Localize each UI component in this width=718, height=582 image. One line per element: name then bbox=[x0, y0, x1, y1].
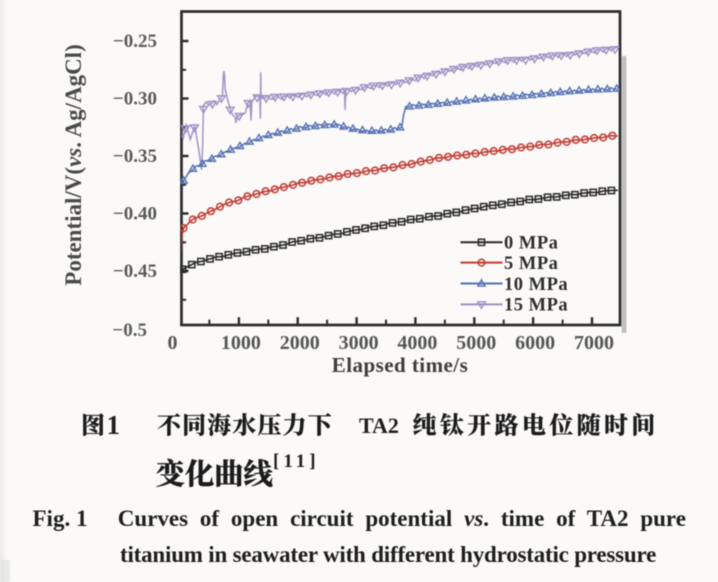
svg-text:1000: 1000 bbox=[221, 332, 261, 354]
svg-text:4000: 4000 bbox=[397, 332, 437, 354]
svg-text:1: 1 bbox=[107, 410, 121, 440]
svg-text:−0.25: −0.25 bbox=[113, 31, 157, 52]
svg-text:10 MPa: 10 MPa bbox=[504, 275, 568, 295]
svg-text:[11]: [11] bbox=[273, 451, 320, 472]
svg-text:15 MPa: 15 MPa bbox=[504, 296, 568, 316]
svg-text:−0.35: −0.35 bbox=[113, 146, 157, 167]
svg-text:5000: 5000 bbox=[456, 332, 496, 354]
svg-text:5 MPa: 5 MPa bbox=[504, 254, 558, 274]
svg-text:2000: 2000 bbox=[280, 332, 320, 354]
svg-text:−0.30: −0.30 bbox=[113, 89, 157, 110]
svg-text:titanium in seawater with diff: titanium in seawater with different hydr… bbox=[120, 542, 656, 567]
svg-text:−0.45: −0.45 bbox=[113, 261, 157, 282]
svg-text:6000: 6000 bbox=[515, 332, 555, 354]
svg-text:3000: 3000 bbox=[339, 332, 379, 354]
svg-text:TA2: TA2 bbox=[359, 413, 399, 438]
svg-text:7000: 7000 bbox=[574, 332, 614, 354]
svg-text:Elapsed time/s: Elapsed time/s bbox=[332, 353, 468, 377]
svg-text:0: 0 bbox=[168, 332, 178, 354]
svg-text:−0.40: −0.40 bbox=[113, 204, 157, 225]
svg-text:−0.5: −0.5 bbox=[112, 320, 147, 341]
svg-text:0 MPa: 0 MPa bbox=[504, 234, 558, 254]
svg-text:Potential/V(vs. Ag/AgCl): Potential/V(vs. Ag/AgCl) bbox=[61, 44, 86, 285]
